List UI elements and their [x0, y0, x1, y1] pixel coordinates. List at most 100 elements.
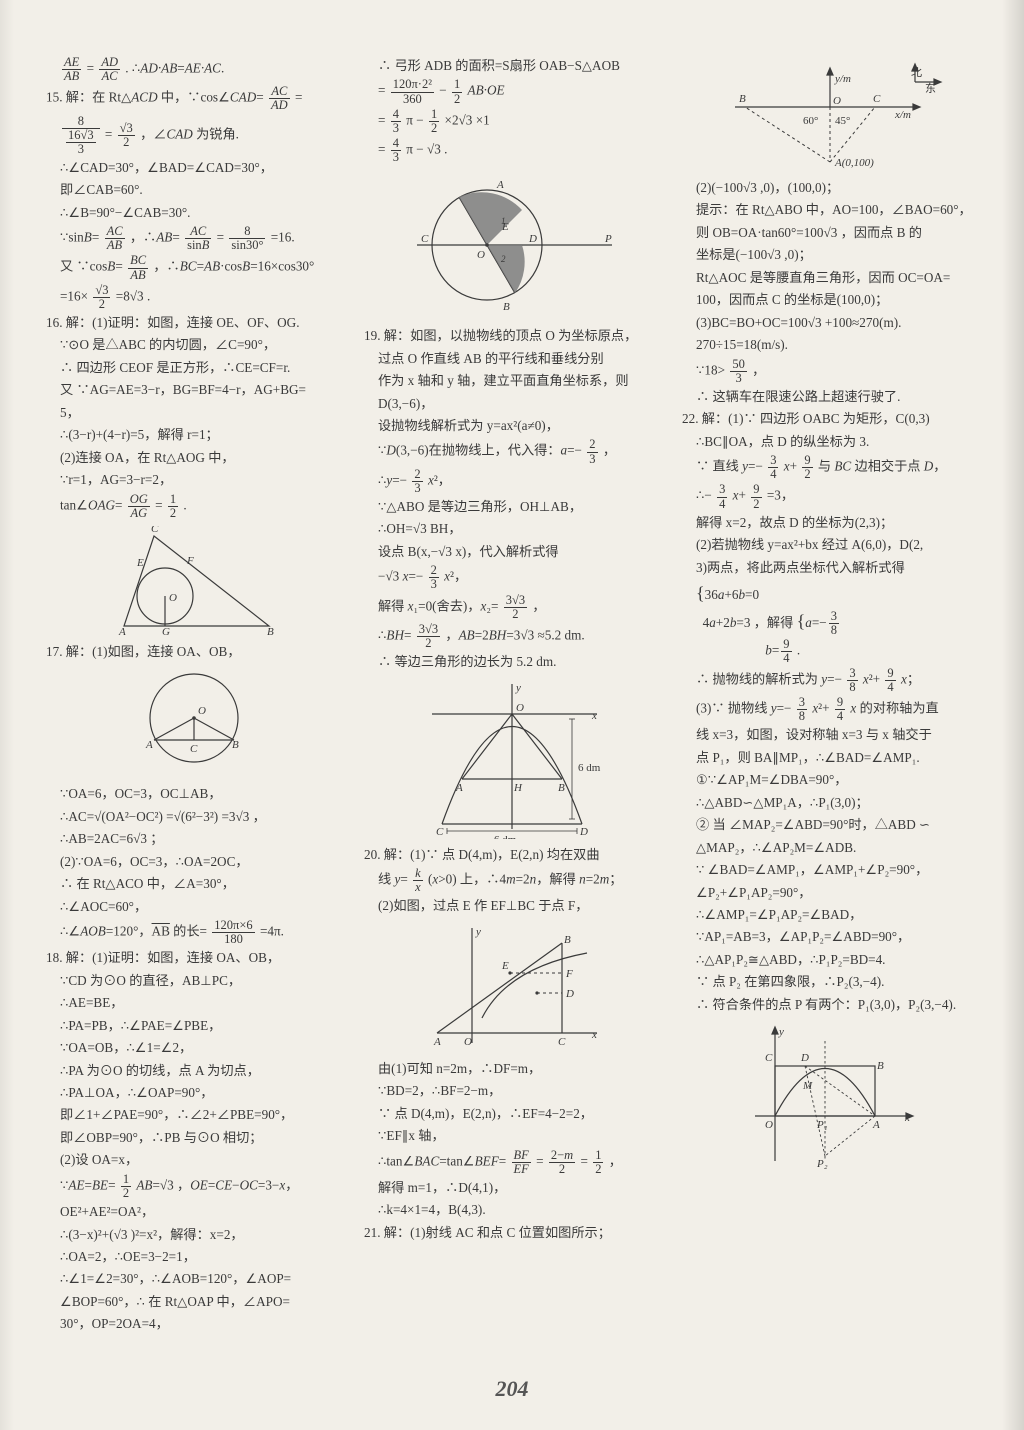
text-line: ∴(3−r)+(4−r)=5，解得 r=1；: [46, 425, 342, 445]
svg-text:B: B: [564, 934, 571, 946]
compass-north: 北: [911, 66, 922, 79]
text-line: (2)∵OA=6，OC=3，∴OA=2OC，: [46, 852, 342, 872]
text-line: 即∠OBP=90°，∴PB 与⊙O 相切；: [46, 1128, 342, 1148]
svg-text:P₂: P₂: [816, 1158, 828, 1170]
text-line: ∴△ABD∽△MP₁A，∴P₁(3,0)；: [682, 793, 978, 813]
q20: 20. 解：(1)∵ 点 D(4,m)，E(2,n) 均在双曲: [364, 845, 660, 865]
svg-text:D: D: [528, 233, 537, 245]
text-line: ∵⊙O 是△ABC 的内切圆，∠C=90°，: [46, 335, 342, 355]
q16: 16. 解：(1)证明：如图，连接 OE、OF、OG.: [46, 313, 342, 333]
text-line: ∴ 在 Rt△ACO 中，∠A=30°，: [46, 874, 342, 894]
q19: 19. 解：如图，以抛物线的顶点 O 为坐标原点，: [364, 326, 660, 346]
text-line: 3)两点，将此两点坐标代入解析式得: [682, 558, 978, 578]
q22: 22. 解：(1)∵ 四边形 OABC 为矩形，C(0,3): [682, 409, 978, 429]
svg-text:y: y: [778, 1026, 784, 1038]
text-line: 则 OB=OA·tan60°=100√3 ，因而点 B 的: [682, 223, 978, 243]
q18: 18. 解：(1)证明：如图，连接 OA、OB，: [46, 948, 342, 968]
text-line: ∴ 四边形 CEOF 是正方形，∴CE=CF=r.: [46, 358, 342, 378]
text-line: 又 ∵AG=AE=3−r，BG=BF=4−r，AG+BG=: [46, 380, 342, 400]
svg-text:y: y: [475, 926, 481, 938]
text-line: ∵ 点 D(4,m)，E(2,n)，∴EF=4−2=2，: [364, 1104, 660, 1124]
text-line: ∵ ∠BAD=∠AMP₁，∠AMP₁+∠P₂=90°，: [682, 860, 978, 880]
text-line: ∴AC=√(OA²−OC²) =√(6²−3²) =3√3 ，: [46, 807, 342, 827]
text-line: ∴∠AMP₁=∠P₁AP₂=∠BAD，: [682, 905, 978, 925]
text-line: ∴ 等边三角形的边长为 5.2 dm.: [364, 652, 660, 672]
svg-text:D: D: [565, 988, 574, 1000]
svg-text:A(0,100): A(0,100): [834, 157, 874, 169]
svg-text:M: M: [802, 1080, 813, 1092]
svg-text:C: C: [873, 93, 881, 105]
text-line: ② 当 ∠MAP₂=∠ABD=90°时，△ABD ∽: [682, 815, 978, 835]
svg-text:O: O: [477, 249, 485, 261]
figure-sector-shade: AE1 CO2 DPB: [407, 170, 617, 320]
text-line: ∴(3−x)²+(√3 )²=x²，解得：x=2，: [46, 1225, 342, 1245]
svg-text:F: F: [186, 555, 194, 567]
svg-text:A: A: [872, 1119, 880, 1131]
q15: 15. 解：在 Rt△ACD 中，∵cos∠CAD= ACAD =: [46, 85, 342, 112]
text-line: 即∠1+∠PAE=90°，∴∠2+∠PBE=90°，: [46, 1105, 342, 1125]
figure-symmetry-parabola: CDB M OP₁A xy P₂: [745, 1021, 915, 1171]
svg-text:y/m: y/m: [834, 73, 851, 85]
text-line: 设点 B(x,−√3 x)，代入解析式得: [364, 542, 660, 562]
svg-text:x: x: [904, 1112, 910, 1124]
text-line: ∴AE=BE，: [46, 993, 342, 1013]
text-line: 30°，OP=2OA=4，: [46, 1314, 342, 1334]
text-line: ∠P₂+∠P₁AP₂=90°，: [682, 883, 978, 903]
svg-text:x/m: x/m: [894, 109, 911, 121]
figure-inscribed-circle: CEF OAGB: [109, 526, 279, 636]
svg-text:C: C: [436, 826, 444, 838]
text-line: ∴OH=√3 BH，: [364, 519, 660, 539]
text-line: ∴∠AOC=60°，: [46, 897, 342, 917]
text-line: ∴∠B=90°−∠CAB=30°.: [46, 203, 342, 223]
text-line: ∴k=4×1=4，B(4,3).: [364, 1200, 660, 1220]
text-line: ∴AB=2AC=6√3 ；: [46, 829, 342, 849]
text-line: (3)BC=BO+OC=100√3 +100≈270(m).: [682, 313, 978, 333]
figure-parabola-arch: yxO AHB CD 6 dm 6 dm: [412, 679, 612, 839]
text-line: ∴PA=PB，∴∠PAE=∠PBE，: [46, 1016, 342, 1036]
text-line: ∠BOP=60°，∴ 在 Rt△OAP 中，∠APO=: [46, 1292, 342, 1312]
svg-text:C: C: [151, 526, 159, 535]
svg-text:D: D: [800, 1052, 809, 1064]
text-line: ∴ 这辆车在限速公路上超速行驶了.: [682, 387, 978, 407]
svg-text:x: x: [591, 710, 597, 722]
text-line: 即∠CAB=60°.: [46, 180, 342, 200]
text-line: 5，: [46, 403, 342, 423]
svg-text:60°: 60°: [803, 115, 818, 127]
svg-text:F: F: [565, 968, 573, 980]
text-line: Rt△AOC 是等腰直角三角形，因而 OC=OA=: [682, 268, 978, 288]
text-line: (2)若抛物线 y=ax²+bx 经过 A(6,0)，D(2,: [682, 535, 978, 555]
text-line: (2)如图，过点 E 作 EF⊥BC 于点 F，: [364, 896, 660, 916]
svg-text:B: B: [503, 301, 510, 313]
svg-text:H: H: [513, 782, 523, 794]
svg-text:x: x: [591, 1029, 597, 1041]
svg-text:C: C: [421, 233, 429, 245]
text-line: 由(1)可知 n=2m，∴DF=m，: [364, 1059, 660, 1079]
svg-text:A: A: [455, 782, 463, 794]
svg-text:P: P: [604, 233, 612, 245]
svg-text:A: A: [496, 179, 504, 191]
svg-text:1: 1: [501, 216, 506, 226]
text-line: ∴∠CAD=30°，∠BAD=∠CAD=30°，: [46, 158, 342, 178]
text-line: ∵r=1，AG=3−r=2，: [46, 470, 342, 490]
svg-text:6 dm: 6 dm: [578, 762, 601, 774]
text-line: 设抛物线解析式为 y=ax²(a≠0)，: [364, 416, 660, 436]
figure-compass-bearing: 北 东 B y/m C x/m O 60°45° A(0,100): [715, 62, 945, 172]
svg-text:B: B: [558, 782, 565, 794]
text-line: D(3,−6)，: [364, 394, 660, 414]
text-line: ∴∠1=∠2=30°，∴∠AOB=120°，∠AOP=: [46, 1269, 342, 1289]
svg-text:O: O: [198, 705, 206, 717]
text-line: 提示：在 Rt△ABO 中，AO=100，∠BAO=60°，: [682, 200, 978, 220]
svg-text:B: B: [232, 739, 239, 751]
text-line: (2)连接 OA，在 Rt△AOG 中，: [46, 448, 342, 468]
svg-text:2: 2: [501, 254, 506, 264]
text-line: ∴BC∥OA，点 D 的纵坐标为 3.: [682, 432, 978, 452]
page-number: 204: [0, 1376, 1024, 1402]
text-line: 作为 x 轴和 y 轴，建立平面直角坐标系，则: [364, 371, 660, 391]
svg-text:B: B: [877, 1060, 884, 1072]
column-2: ∴ 弓形 ADB 的面积=S扇形 OAB−S△AOB = 120π·2²360 …: [364, 56, 660, 1337]
text-line: 线 x=3，如图，设对称轴 x=3 与 x 轴交于: [682, 725, 978, 745]
text-line: ∵△ABO 是等边三角形，OH⊥AB，: [364, 497, 660, 517]
text-line: OE²+AE²=OA²，: [46, 1202, 342, 1222]
svg-text:B: B: [739, 93, 746, 105]
page: AEAB = ADAC . ∴AD·AB=AE·AC. 15. 解：在 Rt△A…: [0, 0, 1024, 1430]
